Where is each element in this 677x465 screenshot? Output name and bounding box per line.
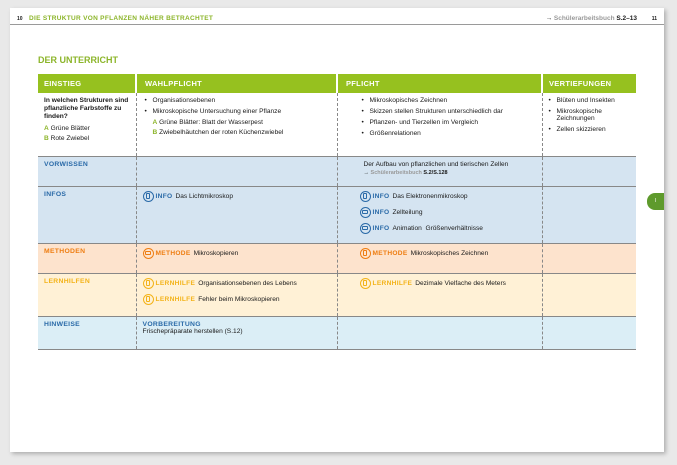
sub-item: Zwiebelhäutchen der roten Küchenzwiebel [159,129,284,136]
media-link[interactable]: LERNHILFE Dezimale Vielfache des Meters [359,277,536,289]
col-einstieg: EINSTIEG [38,74,136,93]
hinweis-text: Frischepräparate herstellen (S.12) [142,327,243,335]
media-link[interactable]: LERNHILFE Fehler beim Mikroskopieren [142,293,331,305]
screen-icon [142,247,154,259]
option-a: Grüne Blätter [50,124,90,132]
chapter-title: DIE STRUKTUR VON PFLANZEN NÄHER BETRACHT… [29,15,214,22]
media-type: INFO [155,192,173,200]
media-type: LERNHILFE [155,279,196,287]
header-rule [10,17,664,25]
list-item: Größenrelationen [362,130,536,137]
media-type: LERNHILFE [372,279,413,287]
media-link[interactable]: METHODE Mikroskopieren [142,247,331,259]
tablet-icon [359,190,371,202]
row-methoden: METHODEN METHODE Mikroskopieren METHODE Mi… [38,243,636,273]
question: In welchen Strukturen sind pflanzliche F… [44,97,129,121]
section-title: DER UNTERRICHT [38,55,118,65]
ref-label: Schülerarbeitsbuch [370,169,422,176]
row-label: HINWEISE [44,320,81,328]
row-label: VORWISSEN [44,160,89,168]
vorwissen-text: Der Aufbau von pflanzlichen und tierisch… [363,160,509,168]
vertiefungen-cell: Blüten und Insekten Mikroskopische Zeichn… [541,93,636,156]
row-infos: INFOS INFO Das Lichtmikroskop INFO Das Ele… [38,186,636,243]
tablet-icon [359,247,371,259]
einstieg-cell: In welchen Strukturen sind pflanzliche F… [38,93,136,156]
sub-b-label: B [152,129,158,136]
table-header: EINSTIEG WAHLPFLICHT PFLICHT VERTIEFUNGE… [38,74,636,93]
list-item: Blüten und Insekten [549,97,631,104]
option-b-label: B [44,134,49,142]
media-link[interactable]: INFO Animation Größenverhältnisse [359,222,536,234]
sub-a-label: A [152,119,158,126]
media-type: METHODE [372,249,408,257]
media-type: METHODE [155,249,191,257]
arrow-icon: → [545,15,553,22]
wahlpflicht-cell: Organisationsebenen Mikroskopische Unters… [135,93,337,156]
vorwissen-ref[interactable]: → Schülerarbeitsbuch S.2/S.128 [364,170,536,176]
media-title: Mikroskopieren [193,249,239,257]
row-label: INFOS [44,190,67,198]
row-lernhilfen: LERNHILFEN LERNHILFE Organisationsebenen … [38,273,636,316]
side-tab[interactable]: I [647,193,664,210]
list-item: Mikroskopische Zeichnungen [549,108,631,122]
list-item: Zellen skizzieren [549,126,631,133]
ref-label: Schülerarbeitsbuch [553,15,615,22]
tablet-icon [359,277,371,289]
media-title: Das Lichtmikroskop [175,192,233,200]
arrow-icon: → [363,169,370,176]
ref-pages: S.2–13 [616,15,637,22]
media-type: INFO [372,208,390,216]
row-vorwissen: VORWISSEN Der Aufbau von pflanzlichen un… [38,156,636,186]
list-item: Mikroskopisches Zeichnen [362,97,536,104]
media-title: Mikroskopisches Zeichnen [410,249,489,257]
option-a-label: A [44,124,49,132]
media-link[interactable]: INFO Das Lichtmikroskop [142,190,331,202]
table-row: In welchen Strukturen sind pflanzliche F… [38,93,636,156]
media-link[interactable]: INFO Das Elektronenmikroskop [359,190,536,202]
row-label: LERNHILFEN [44,277,91,285]
media-link[interactable]: METHODE Mikroskopisches Zeichnen [359,247,536,259]
media-title: Fehler beim Mikroskopieren [198,295,280,303]
media-link[interactable]: INFO Zellteilung [359,206,536,218]
list-item: Organisationsebenen [145,97,331,104]
col-vertiefungen: VERTIEFUNGEN [541,74,636,93]
media-type: INFO [372,224,390,232]
media-link[interactable]: LERNHILFE Organisationsebenen des Lebens [142,277,331,289]
ref-pages: S.2/S.128 [423,169,448,176]
list-item: Pflanzen- und Tierzellen im Vergleich [362,119,536,126]
hinweis-title: VORBEREITUNG [142,320,201,328]
workbook-reference: → Schülerarbeitsbuch S.2–13 [546,15,637,22]
tablet-icon [142,293,154,305]
media-type: INFO [372,192,390,200]
row-label: METHODEN [44,247,86,255]
media-title: Organisationsebenen des Lebens [198,279,297,287]
tablet-icon [142,190,154,202]
sub-item: Grüne Blätter: Blatt der Wasserpest [159,119,263,126]
media-title: Das Elektronenmikroskop [392,192,468,200]
option-b: Rote Zwiebel [50,134,90,142]
media-title: Animation Größenverhältnisse [392,224,483,232]
col-pflicht: PFLICHT [336,74,542,93]
tablet-icon [142,277,154,289]
media-title: Dezimale Vielfache des Meters [415,279,506,287]
pflicht-cell: Mikroskopisches Zeichnen Skizzen stellen … [336,93,542,156]
row-hinweise: HINWEISE VORBEREITUNG Frischepräparate he… [38,316,636,349]
media-title: Zellteilung [392,208,423,216]
screen-icon [359,206,371,218]
page-number-right: 11 [651,16,657,22]
list-item: Skizzen stellen Strukturen unterschiedli… [362,108,536,115]
list-item: Mikroskopische Untersuchung einer Pflanz… [145,108,331,115]
page-number-left: 10 [17,16,23,22]
media-type: LERNHILFE [155,295,196,303]
screen-icon [359,222,371,234]
lesson-table: EINSTIEG WAHLPFLICHT PFLICHT VERTIEFUNGE… [38,74,636,350]
col-wahlpflicht: WAHLPFLICHT [135,74,337,93]
